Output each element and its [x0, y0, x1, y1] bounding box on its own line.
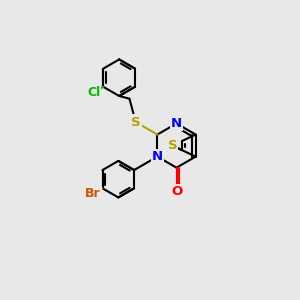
Text: O: O: [171, 185, 182, 198]
Text: N: N: [152, 150, 163, 163]
Text: Cl: Cl: [87, 86, 100, 99]
Text: N: N: [171, 117, 182, 130]
Text: S: S: [131, 116, 140, 128]
Text: Br: Br: [85, 188, 100, 200]
Text: S: S: [168, 139, 177, 152]
